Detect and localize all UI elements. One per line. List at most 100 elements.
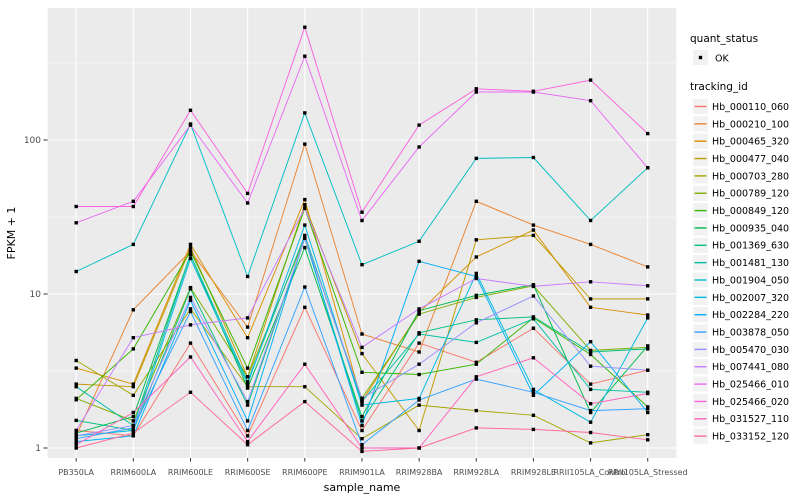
- data-point-Hb_033152_120: [646, 438, 650, 442]
- data-point-Hb_001369_630: [74, 418, 78, 423]
- data-point-Hb_025466_010: [245, 201, 250, 205]
- data-point-Hb_031527_110: [245, 439, 250, 444]
- data-point-Hb_000703_280: [531, 413, 536, 417]
- legend-entry-Hb_000110_060: Hb_000110_060: [693, 99, 789, 114]
- data-point-Hb_000849_120: [360, 370, 364, 374]
- data-point-Hb_000110_060: [417, 341, 421, 345]
- data-point-Hb_031527_110: [531, 356, 536, 360]
- data-point-Hb_000849_120: [131, 347, 135, 351]
- data-point-Hb_005470_030: [303, 236, 307, 240]
- data-point-Hb_000110_060: [245, 434, 250, 438]
- x-tick-label-RRIM600LE: RRIM600LE: [168, 468, 213, 477]
- data-point-Hb_002007_320: [245, 382, 250, 386]
- legend-entry-Hb_007441_080: Hb_007441_080: [693, 359, 789, 375]
- data-point-Hb_031527_110: [131, 410, 135, 415]
- data-point-Hb_002007_320: [474, 271, 478, 276]
- data-point-Hb_025466_020: [646, 131, 650, 136]
- data-point-Hb_003878_050: [188, 309, 193, 314]
- data-point-Hb_001481_130: [588, 387, 593, 392]
- data-point-Hb_007441_080: [188, 323, 193, 327]
- data-point-Hb_031527_110: [188, 355, 193, 359]
- data-point-Hb_001904_050: [303, 111, 307, 115]
- legend-entry-Hb_000703_280: Hb_000703_280: [693, 168, 789, 184]
- data-point-Hb_000110_060: [531, 326, 536, 330]
- data-point-Hb_000849_120: [474, 362, 478, 366]
- data-point-Hb_000703_280: [417, 403, 421, 407]
- legend-entry-Hb_000789_120: Hb_000789_120: [693, 185, 789, 201]
- data-point-Hb_025466_010: [417, 145, 421, 149]
- data-point-Hb_000210_100: [360, 332, 364, 336]
- data-point-Hb_005470_030: [131, 423, 135, 428]
- legend-tracking-id-title: tracking_id: [690, 81, 748, 93]
- data-point-Hb_000210_100: [245, 325, 250, 329]
- data-point-Hb_000477_040: [360, 351, 364, 356]
- data-point-Hb_005470_030: [646, 368, 650, 372]
- x-tick-label-RRII105LA_Stressed: RRII105LA_Stressed: [608, 468, 688, 477]
- data-point-Hb_005470_030: [474, 321, 478, 325]
- y-tick-label: 1: [35, 444, 41, 454]
- data-point-Hb_031527_110: [474, 375, 478, 379]
- data-point-Hb_002007_320: [131, 428, 135, 433]
- data-point-Hb_000935_040: [303, 245, 307, 250]
- data-point-Hb_002007_320: [588, 420, 593, 424]
- data-point-Hb_031527_110: [360, 446, 364, 450]
- data-point-Hb_000849_120: [74, 398, 78, 402]
- data-point-Hb_001481_130: [531, 317, 536, 321]
- data-point-Hb_000210_100: [588, 242, 593, 247]
- data-point-Hb_001904_050: [588, 218, 593, 223]
- legend-entry-Hb_000465_320: Hb_000465_320: [693, 133, 789, 149]
- data-point-Hb_025466_020: [360, 210, 364, 214]
- data-point-Hb_005470_030: [188, 295, 193, 300]
- data-point-Hb_000477_040: [74, 382, 78, 386]
- data-point-Hb_025466_020: [303, 25, 307, 29]
- data-point-Hb_033152_120: [531, 427, 536, 432]
- data-point-Hb_005470_030: [74, 434, 78, 438]
- data-point-Hb_002007_320: [360, 403, 364, 407]
- data-point-Hb_000789_120: [474, 295, 478, 300]
- data-point-Hb_000477_040: [588, 297, 593, 301]
- legend-entry-label: Hb_000935_040: [712, 223, 789, 234]
- data-point-Hb_033152_120: [131, 431, 135, 435]
- data-point-Hb_025466_010: [303, 54, 307, 58]
- data-point-Hb_002284_220: [531, 393, 536, 397]
- data-point-Hb_005470_030: [417, 362, 421, 366]
- legend-entry-label: Hb_000110_060: [712, 102, 789, 113]
- data-point-Hb_003878_050: [646, 407, 650, 411]
- data-point-Hb_001369_630: [588, 350, 593, 354]
- x-tick-label-RRIM928BA: RRIM928BA: [396, 468, 443, 477]
- data-point-Hb_003878_050: [74, 437, 78, 441]
- data-point-Hb_033152_120: [474, 426, 478, 430]
- data-point-Hb_000477_040: [646, 297, 650, 301]
- data-point-Hb_025466_020: [245, 191, 250, 196]
- x-tick-label-PB350LA: PB350LA: [58, 468, 94, 477]
- data-point-Hb_001904_050: [417, 239, 421, 243]
- data-point-Hb_007441_080: [531, 284, 536, 289]
- data-point-Hb_000210_100: [303, 142, 307, 146]
- data-point-Hb_007441_080: [303, 206, 307, 210]
- data-point-Hb_001481_130: [245, 379, 250, 384]
- data-point-Hb_033152_120: [245, 443, 250, 447]
- data-point-Hb_001904_050: [531, 155, 536, 160]
- data-point-Hb_001904_050: [360, 263, 364, 267]
- data-point-Hb_007441_080: [245, 316, 250, 320]
- data-point-Hb_025466_020: [188, 108, 193, 112]
- data-point-Hb_002007_320: [531, 387, 536, 392]
- y-tick-label: 10: [30, 290, 42, 300]
- data-point-Hb_001369_630: [245, 403, 250, 407]
- legend-entry-label: Hb_000477_040: [712, 154, 789, 165]
- data-point-Hb_001904_050: [74, 269, 78, 274]
- legend-label-ok: OK: [715, 54, 729, 65]
- data-point-Hb_000789_120: [245, 375, 250, 379]
- data-point-Hb_000210_100: [131, 308, 135, 312]
- data-point-Hb_000703_280: [303, 385, 307, 389]
- data-point-Hb_000849_120: [245, 366, 250, 370]
- data-point-Hb_033152_120: [74, 446, 78, 450]
- data-point-Hb_001904_050: [131, 242, 135, 247]
- data-point-Hb_000465_320: [188, 242, 193, 247]
- data-point-Hb_025466_010: [646, 166, 650, 170]
- data-point-Hb_000703_280: [131, 393, 135, 397]
- data-point-Hb_000849_120: [646, 405, 650, 409]
- y-tick-label: 100: [24, 136, 41, 146]
- data-point-Hb_001481_130: [474, 340, 478, 345]
